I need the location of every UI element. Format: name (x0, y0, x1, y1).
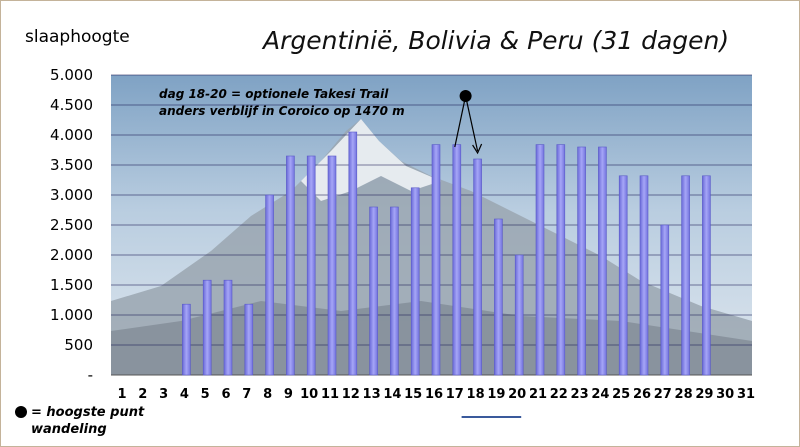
x-tick-label: 23 (571, 387, 589, 402)
annotation: dag 18-20 = optionele Takesi Trail anders… (159, 87, 522, 418)
bar (265, 194, 274, 376)
y-tick-label: 3.500 (50, 156, 93, 174)
x-tick-labels: 1 2 3 4 5 6 7 8 9 10 11 12 13 14 15 16 17 18 19 20 21 22 23 24 2… (117, 387, 755, 402)
x-tick-label: 4 (180, 387, 189, 402)
y-tick-label: 2.500 (50, 216, 93, 234)
x-tick-label: 30 (716, 387, 734, 402)
x-tick-label: 9 (284, 387, 293, 402)
x-tick-label: 3 (159, 387, 168, 402)
x-tick-label: 1 (117, 387, 126, 402)
annotation-arrowhead (472, 143, 483, 155)
bar (577, 146, 586, 376)
bar (473, 158, 482, 376)
y-tick-label: - (88, 366, 93, 384)
x-tick-label: 25 (612, 387, 630, 402)
x-tick-label: 29 (695, 387, 713, 402)
bar (182, 303, 191, 376)
x-tick-label: 14 (383, 387, 401, 402)
x-tick-label: 11 (321, 387, 339, 402)
annotation-arrow (454, 95, 467, 148)
bar (660, 224, 670, 376)
x-tick-label: 22 (550, 387, 568, 402)
x-tick-label: 16 (425, 387, 443, 402)
bar (535, 144, 545, 376)
x-tick-label: 27 (654, 387, 672, 402)
bar (702, 175, 711, 376)
bar (431, 144, 441, 376)
x-tick-label: 31 (737, 387, 755, 402)
x-tick-label: 8 (263, 387, 272, 402)
y-tick-label: 5.000 (50, 66, 93, 84)
legend-dot (15, 406, 27, 418)
bar (348, 131, 358, 376)
x-tick-label: 19 (487, 387, 505, 402)
bar (369, 206, 378, 376)
y-tick-label: 1.500 (50, 276, 93, 294)
y-tick-label: 500 (64, 336, 93, 354)
annotation-text: dag 18-20 = optionele Takesi Trail (159, 87, 389, 101)
x-tick-label: 5 (201, 387, 210, 402)
y-tick-label: 2.000 (50, 246, 93, 264)
x-tick-label: 7 (242, 387, 251, 402)
x-tick-label: 17 (446, 387, 464, 402)
x-tick-label: 20 (508, 387, 526, 402)
y-tick-label: 3.000 (50, 186, 93, 204)
bars (182, 131, 711, 376)
bar (452, 144, 462, 376)
x-tick-label: 28 (675, 387, 693, 402)
x-tick-label: 10 (300, 387, 318, 402)
legend-text: = hoogste punt wandeling (31, 405, 145, 437)
annotation-text: anders verblijf in Coroico op 1470 m (159, 104, 405, 118)
x-tick-label: 18 (467, 387, 485, 402)
bar (410, 187, 420, 376)
annotation-arrow (465, 95, 479, 152)
x-tick-label: 2 (138, 387, 147, 402)
y-tick-label: 4.000 (50, 126, 93, 144)
bar (556, 144, 566, 376)
bar (494, 218, 503, 376)
bar (639, 175, 649, 376)
x-tick-label: 24 (591, 387, 609, 402)
x-tick-label: 26 (633, 387, 651, 402)
y-tick-label: 4.500 (50, 96, 93, 114)
y-tick-labels: - 500 1.000 1.500 2.000 2.500 3.000 3.500 4.000 4… (50, 66, 93, 384)
bar (286, 155, 295, 376)
y-tick-label: 1.000 (50, 306, 93, 324)
bar (327, 155, 337, 376)
bar (244, 303, 254, 376)
bar (306, 155, 316, 376)
bar (681, 175, 690, 376)
chart-title: Argentinië, Bolivia & Peru (31 dagen) (263, 26, 730, 55)
legend-marker (15, 406, 27, 418)
x-tick-label: 6 (221, 387, 230, 402)
bar (598, 146, 607, 376)
y-axis-label: slaaphoogte (25, 27, 130, 47)
bar (390, 206, 399, 376)
x-tick-label: 12 (342, 387, 360, 402)
bar (618, 175, 628, 376)
x-tick-label: 15 (404, 387, 422, 402)
bar (202, 279, 212, 376)
bar (223, 279, 233, 376)
bar (514, 254, 524, 376)
x-tick-label: 21 (529, 387, 547, 402)
x-tick-label: 13 (363, 387, 381, 402)
